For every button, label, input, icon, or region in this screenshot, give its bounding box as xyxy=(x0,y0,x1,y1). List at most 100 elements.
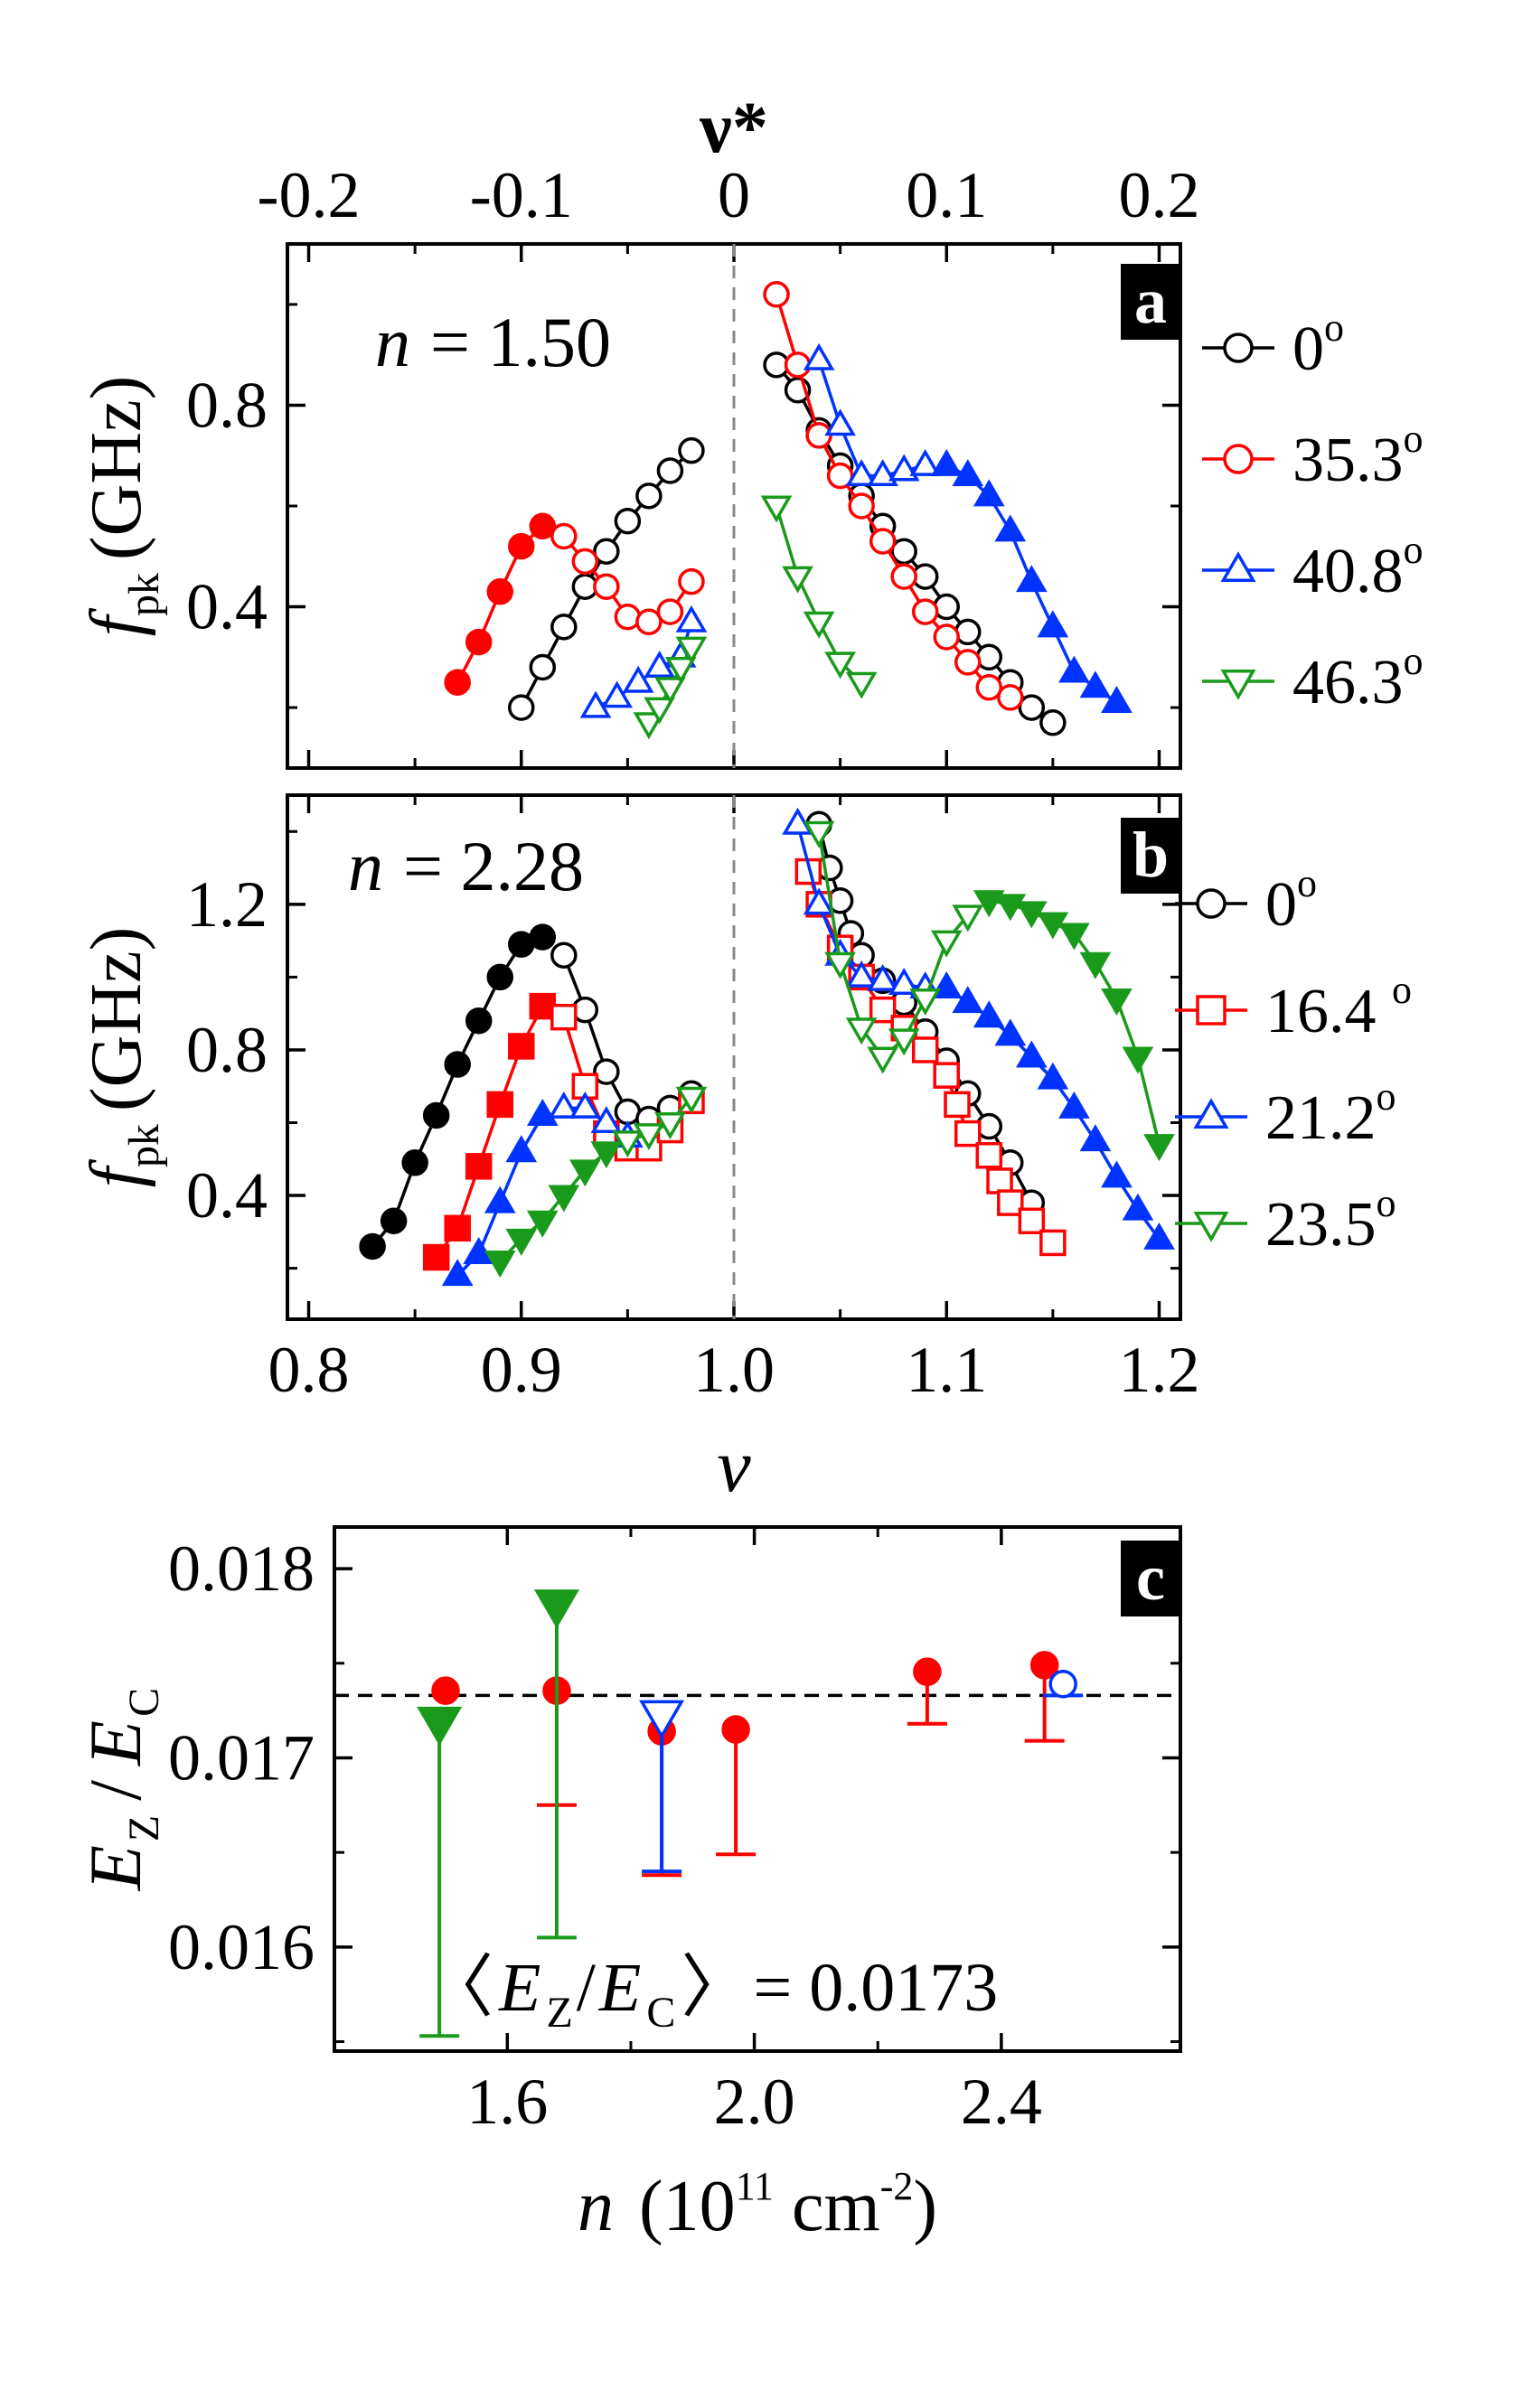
legend-label: 21.2o xyxy=(1265,1074,1396,1153)
c-xlabel-sup1: 11 xyxy=(736,2164,774,2208)
panel-b-annotation-text: = 2.28 xyxy=(403,827,584,905)
data-point xyxy=(1079,670,1112,698)
data-point xyxy=(954,649,982,676)
data-point xyxy=(973,890,1005,918)
c-xlabel-var: n xyxy=(578,2167,614,2246)
data-point xyxy=(973,1000,1005,1028)
data-point xyxy=(824,951,856,979)
legend-label-text: 0 xyxy=(1292,314,1324,384)
legend-label-degree: o xyxy=(1377,1181,1396,1225)
x-tick-label: 2.4 xyxy=(961,2066,1042,2138)
legend-label: 0o xyxy=(1265,861,1317,940)
data-point xyxy=(848,492,875,520)
y-tick-label: 0.018 xyxy=(168,1532,315,1605)
panel-a: -0.2 -0.1 0 0.1 0.2 0.40.8 ν* n = 1.50 a fpk(… xyxy=(77,89,1424,770)
panel-b-ylabel-rest: (GHz) xyxy=(77,927,156,1111)
panel-c-x-axis-label: n (1011 cm-2) xyxy=(578,2164,937,2246)
data-point xyxy=(508,1033,535,1060)
data-point xyxy=(614,507,642,535)
mean-close-bracket: 〉 xyxy=(681,1950,749,2026)
panel-a-y-tick-labels: 0.4 0.8 xyxy=(186,369,268,642)
panel-a-label-badge: a xyxy=(1121,264,1180,340)
data-point xyxy=(529,923,557,951)
legend-marker xyxy=(1193,1212,1229,1242)
data-point xyxy=(1058,1091,1090,1119)
data-point xyxy=(803,342,835,370)
data-point xyxy=(911,1036,939,1063)
data-point xyxy=(1048,1670,1077,1699)
data-point xyxy=(986,1167,1013,1195)
data-point xyxy=(888,454,920,482)
data-point xyxy=(845,671,878,699)
data-point xyxy=(654,1112,686,1139)
data-point xyxy=(913,1657,942,1686)
legend-label-text: 35.3 xyxy=(1292,426,1404,495)
data-point xyxy=(1122,1046,1154,1074)
x-tick-label: 1.2 xyxy=(1118,1334,1199,1406)
data-point xyxy=(529,653,557,681)
panel-a-data xyxy=(444,244,1133,768)
c-xlabel-sup2: -2 xyxy=(880,2164,914,2208)
panel-b-annotation: n = 2.28 xyxy=(348,827,584,905)
c-ylabel-slash: / xyxy=(74,1780,156,1801)
data-point xyxy=(845,1017,878,1045)
data-point xyxy=(1037,610,1069,638)
y-tick-label: 0.016 xyxy=(168,1911,315,1983)
panel-a-annotation-text: = 1.50 xyxy=(430,303,611,381)
data-point xyxy=(444,1214,471,1242)
panel-b: 0.8 0.9 1.0 1.1 1.2 0.40.81.2 ν n = 2.28 b fp… xyxy=(77,793,1412,1508)
panel-a-annotation: n = 1.50 xyxy=(375,303,611,381)
data-point xyxy=(550,614,578,641)
data-point xyxy=(994,1018,1027,1046)
data-point xyxy=(359,1232,386,1260)
data-point xyxy=(888,1028,920,1056)
data-point xyxy=(601,680,633,708)
data-point xyxy=(675,1086,708,1114)
panel-b-x-axis-label: ν xyxy=(717,1424,751,1508)
y-tick-label: 0.8 xyxy=(186,1014,268,1086)
panel-b-ylabel-sub: pk xyxy=(120,1124,168,1167)
data-point xyxy=(422,1243,450,1271)
data-point xyxy=(550,942,578,969)
panel-b-label-badge: b xyxy=(1121,818,1180,894)
panel-c-badge-box xyxy=(1121,1541,1180,1616)
data-point xyxy=(639,1700,685,1739)
data-point xyxy=(1122,1193,1154,1221)
data-point xyxy=(590,1106,623,1133)
panel-a-badge-box xyxy=(1121,264,1180,340)
x-tick-label: 0 xyxy=(718,159,750,231)
panel-b-y-tick-labels: 0.4 0.8 1.2 xyxy=(186,868,268,1232)
data-point xyxy=(721,1715,750,1744)
data-point xyxy=(803,820,835,848)
data-point xyxy=(526,1099,559,1126)
data-point xyxy=(614,603,642,631)
panel-a-y-axis-label: fpk(GHz) xyxy=(77,376,168,637)
data-point xyxy=(867,1046,899,1074)
panel-c-y-tick-labels: 0.016 0.017 0.018 xyxy=(168,1532,315,1983)
legend-label-degree: o xyxy=(1404,639,1424,683)
data-point xyxy=(845,459,878,487)
data-point xyxy=(760,495,793,523)
x-tick-label: 0.8 xyxy=(268,1334,350,1406)
data-point xyxy=(1058,923,1090,951)
x-tick-label: 0.1 xyxy=(906,159,987,231)
y-tick-label: 1.2 xyxy=(186,868,268,941)
data-point xyxy=(933,593,960,621)
legend-label: 23.5o xyxy=(1265,1181,1396,1260)
data-point xyxy=(590,1141,623,1169)
data-point xyxy=(484,1185,516,1213)
legend-label-degree: o xyxy=(1324,305,1344,350)
data-point xyxy=(1029,1651,1059,1680)
data-point xyxy=(994,514,1027,542)
data-point xyxy=(441,1259,474,1287)
data-point xyxy=(1079,1124,1112,1152)
x-tick-label: -0.2 xyxy=(258,159,361,231)
legend-marker xyxy=(1220,551,1256,582)
c-xlabel-mid: cm xyxy=(774,2167,880,2246)
c-xlabel-text: (10 xyxy=(639,2167,736,2246)
data-point xyxy=(675,604,708,632)
data-point xyxy=(1143,1222,1175,1250)
data-point xyxy=(911,598,939,625)
